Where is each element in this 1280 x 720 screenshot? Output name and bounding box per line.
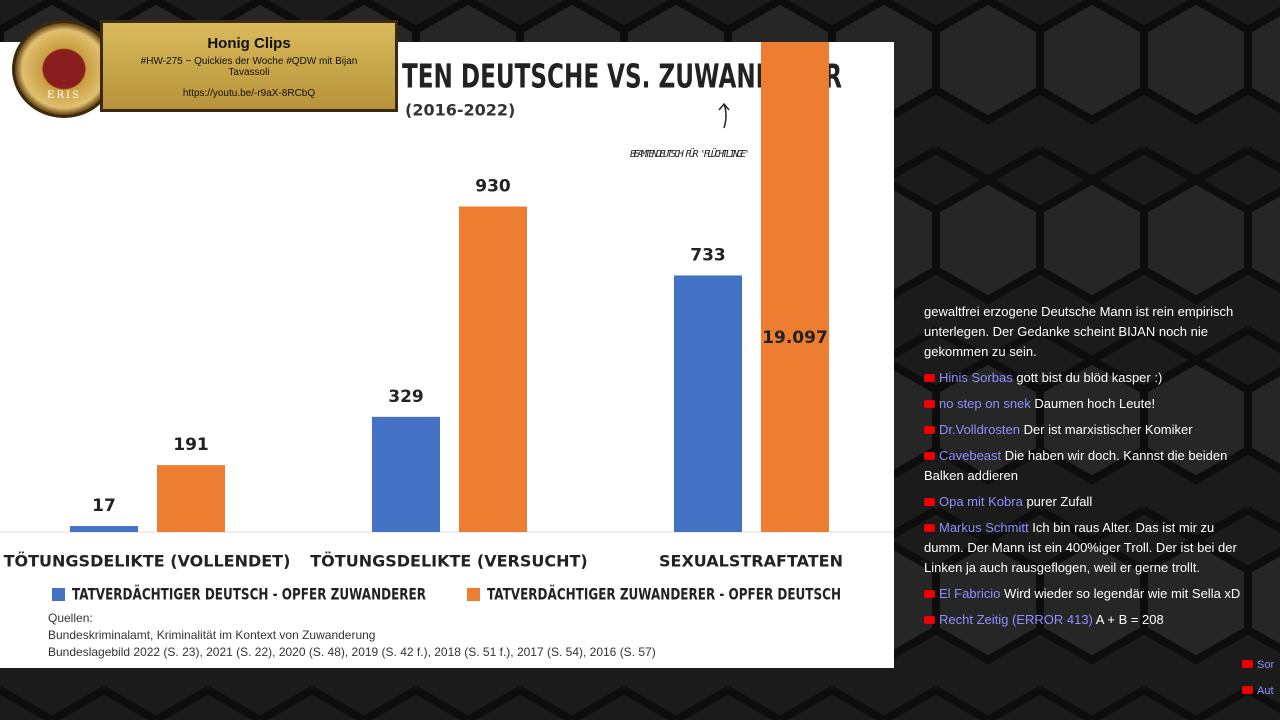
x-tick-label: SEXUALSTRAFTATEN	[659, 552, 843, 571]
x-tick-label: TÖTUNGSDELIKTE (VERSUCHT)	[310, 552, 587, 571]
platform-icon	[924, 524, 935, 532]
platform-icon	[924, 452, 935, 460]
chat-message: Dr.Volldrosten Der ist marxistischer Kom…	[924, 420, 1256, 440]
value-label: 733	[690, 245, 726, 265]
bar	[70, 526, 138, 532]
chat: gewaltfrei erzogene Deutsche Mann ist re…	[924, 302, 1256, 636]
chat-text: Der ist marxistischer Komiker	[1023, 422, 1193, 437]
chat-user: El Fabricio	[939, 586, 1001, 601]
source-line: Quellen:	[48, 611, 93, 625]
bar	[157, 465, 225, 532]
legend-swatch	[52, 588, 65, 601]
value-label: 19.097	[762, 328, 828, 348]
legend-label: TATVERDÄCHTIGER DEUTSCH - OPFER ZUWANDER…	[72, 585, 426, 604]
annotation-arrow	[718, 102, 730, 129]
platform-icon	[924, 400, 935, 408]
chat-text: purer Zufall	[1026, 494, 1093, 509]
platform-icon	[924, 374, 935, 382]
chat-text: Daumen hoch Leute!	[1034, 396, 1156, 411]
chat-user: Opa mit Kobra	[939, 494, 1023, 509]
chat-message: no step on snek Daumen hoch Leute!	[924, 394, 1256, 414]
chat-user: Hinis Sorbas	[939, 370, 1013, 385]
chat-user: Dr.Volldrosten	[939, 422, 1020, 437]
bar	[459, 206, 527, 532]
chat-message: gewaltfrei erzogene Deutsche Mann ist re…	[924, 302, 1256, 362]
value-label: 191	[173, 435, 209, 455]
chat-text: gott bist du blöd kasper :)	[1016, 370, 1163, 385]
platform-icon	[1242, 660, 1253, 668]
stream-overlay: ERIS Honig Clips #HW-275 ~ Quickies der …	[12, 20, 398, 118]
chat-text: A + B = 208	[1095, 612, 1164, 627]
chat-user: Markus Schmitt	[939, 520, 1029, 535]
overlay-url[interactable]: https://youtu.be/-r9aX-8RCbQ	[182, 88, 316, 99]
chat-edge-item: Aut	[1242, 685, 1274, 697]
annotation: BEAMTENDEUTSCH FÜR 'FLÜCHTLINGE'	[630, 147, 750, 160]
chart-subtitle: (2016-2022)	[405, 101, 515, 120]
source-line: Bundeslagebild 2022 (S. 23), 2021 (S. 22…	[48, 645, 656, 659]
chat-text: Ich bin raus Alter. Das ist mir zu dumm.…	[924, 520, 1237, 575]
chat-text: gewaltfrei erzogene Deutsche Mann ist re…	[924, 304, 1234, 359]
logo-text: ERIS	[47, 90, 81, 101]
bar	[674, 275, 742, 532]
chat-user: no step on snek	[939, 396, 1031, 411]
chat-message: El Fabricio Wird wieder so legendär wie …	[924, 584, 1256, 604]
logo: ERIS	[12, 20, 116, 118]
platform-icon	[924, 498, 935, 506]
overlay-title: Honig Clips	[207, 35, 291, 52]
chat-edge-item: Sor	[1242, 659, 1274, 671]
chat-user: Aut	[1257, 685, 1274, 697]
x-tick-label: TÖTUNGSDELIKTE (VOLLENDET)	[4, 552, 291, 571]
platform-icon	[924, 616, 935, 624]
chat-text: Die haben wir doch. Kannst die beiden Ba…	[924, 448, 1228, 483]
chart: TEN DEUTSCHE VS. ZUWANDERER (2016-2022) …	[0, 42, 894, 668]
bar	[761, 42, 829, 532]
chat-message: Markus Schmitt Ich bin raus Alter. Das i…	[924, 518, 1256, 578]
platform-icon	[1242, 686, 1253, 694]
legend-label: TATVERDÄCHTIGER ZUWANDERER - OPFER DEUTS…	[487, 585, 841, 604]
chat-text: Wird wieder so legendär wie mit Sella xD	[1004, 586, 1241, 601]
chart-panel	[0, 42, 894, 668]
chat-message: Hinis Sorbas gott bist du blöd kasper :)	[924, 368, 1256, 388]
chat-user: Recht Zeitig (ERROR 413)	[939, 612, 1093, 627]
chat-message: Cavebeast Die haben wir doch. Kannst die…	[924, 446, 1256, 486]
source-line: Bundeskriminalamt, Kriminalität im Konte…	[48, 628, 375, 642]
value-label: 17	[92, 496, 116, 516]
overlay-box: Honig Clips #HW-275 ~ Quickies der Woche…	[100, 20, 398, 112]
value-label: 930	[475, 177, 511, 197]
legend-swatch	[467, 588, 480, 601]
chat-message: Recht Zeitig (ERROR 413) A + B = 208	[924, 610, 1256, 630]
bars	[70, 42, 829, 532]
value-label: 329	[388, 387, 424, 407]
chat-message: Opa mit Kobra purer Zufall	[924, 492, 1256, 512]
chat-user: Sor	[1257, 659, 1275, 671]
chat-user: Cavebeast	[939, 448, 1002, 463]
platform-icon	[924, 590, 935, 598]
bar	[372, 416, 440, 532]
platform-icon	[924, 426, 935, 434]
overlay-subtitle: #HW-275 ~ Quickies der Woche #QDW mit Bi…	[140, 56, 358, 78]
